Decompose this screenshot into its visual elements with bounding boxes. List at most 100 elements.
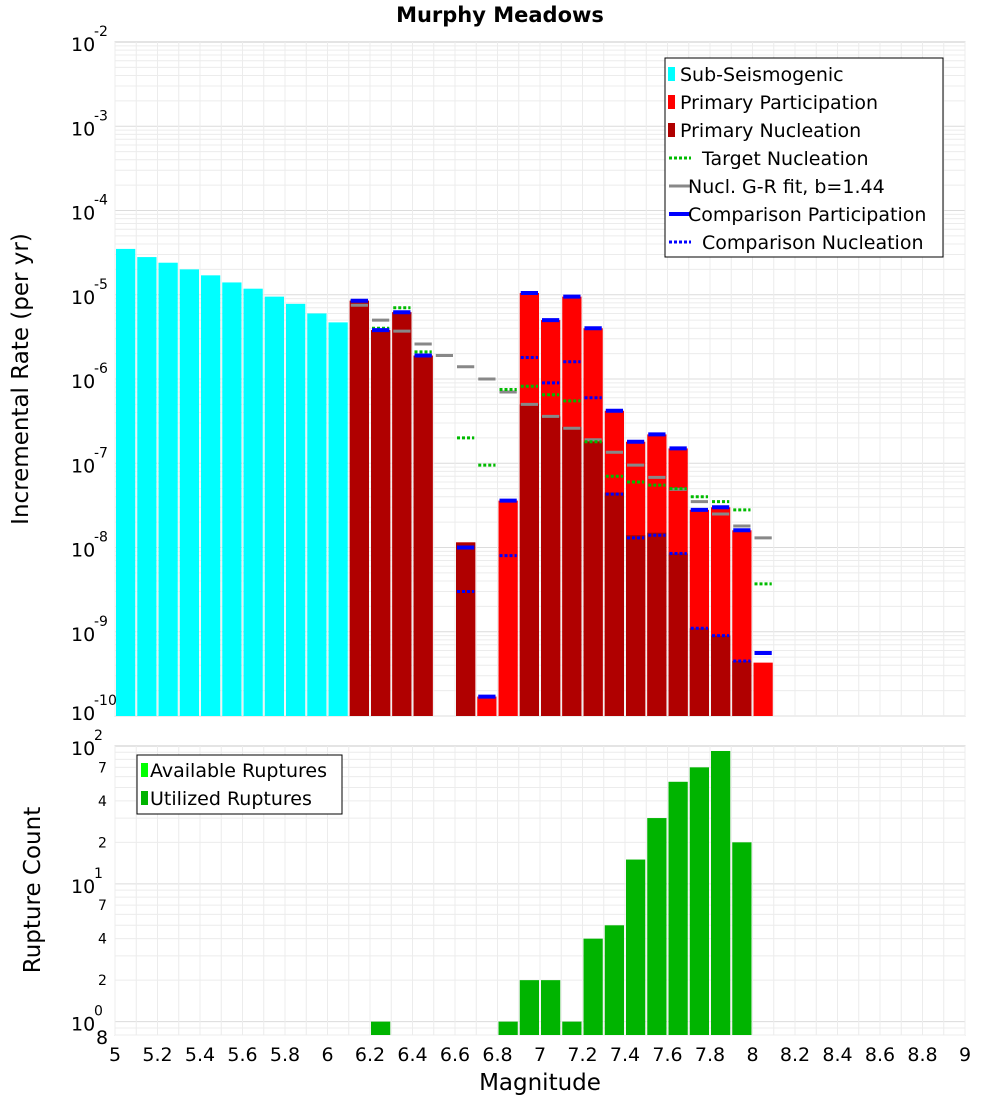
bottom-y-axis-title: Rupture Count bbox=[20, 807, 46, 973]
primary-nucleation-bar bbox=[541, 416, 561, 716]
x-tick-label: 8.2 bbox=[780, 1044, 810, 1066]
top-y-tick-label: 10 bbox=[71, 371, 95, 393]
x-tick-label: 8 bbox=[746, 1044, 758, 1066]
sub-seismogenic-bar bbox=[201, 275, 221, 716]
primary-nucleation-bar bbox=[668, 553, 688, 716]
x-tick-label: 5.6 bbox=[227, 1044, 257, 1066]
x-tick-label: 7.6 bbox=[652, 1044, 682, 1066]
top-y-tick-label: 10 bbox=[71, 203, 95, 225]
top-y-tick-exponent: -3 bbox=[94, 108, 108, 124]
top-y-tick-exponent: -8 bbox=[94, 530, 108, 546]
top-y-tick-exponent: -7 bbox=[94, 445, 108, 461]
legend-swatch bbox=[668, 123, 675, 137]
bottom-y-minor-label: 2 bbox=[98, 973, 107, 989]
utilized-ruptures-bar bbox=[647, 818, 667, 1035]
sub-seismogenic-bar bbox=[158, 262, 178, 716]
primary-nucleation-bar bbox=[562, 426, 582, 716]
x-tick-label: 5.4 bbox=[185, 1044, 215, 1066]
sub-seismogenic-bar bbox=[286, 303, 306, 716]
top-y-axis-title: Incremental Rate (per yr) bbox=[8, 233, 34, 525]
primary-nucleation-bar bbox=[689, 628, 709, 716]
primary-nucleation-bar bbox=[732, 660, 752, 716]
bottom-y-tick-exponent: 0 bbox=[94, 1004, 103, 1020]
legend-label: Sub-Seismogenic bbox=[680, 64, 844, 86]
x-tick-label: 8.8 bbox=[907, 1044, 937, 1066]
x-tick-label: 8.4 bbox=[822, 1044, 852, 1066]
primary-nucleation-bar bbox=[647, 532, 667, 716]
primary-participation-bar bbox=[753, 662, 773, 716]
utilized-ruptures-bar bbox=[562, 1021, 582, 1035]
top-y-tick-exponent: -9 bbox=[94, 614, 108, 630]
legend-label: Utilized Ruptures bbox=[150, 788, 312, 810]
x-tick-label: 6.2 bbox=[355, 1044, 385, 1066]
bottom-y-minor-label: 8 bbox=[96, 1027, 108, 1049]
primary-nucleation-bar bbox=[392, 312, 412, 716]
legend-swatch bbox=[141, 763, 148, 777]
sub-seismogenic-bar bbox=[137, 257, 157, 716]
x-tick-label: 9 bbox=[959, 1044, 971, 1066]
legend-swatch bbox=[141, 791, 148, 805]
primary-nucleation-bar bbox=[604, 492, 624, 716]
x-axis-title: Magnitude bbox=[479, 1070, 601, 1096]
top-y-tick-label: 10 bbox=[71, 540, 95, 562]
x-tick-label: 5 bbox=[109, 1044, 121, 1066]
legend-swatch bbox=[668, 95, 675, 109]
utilized-ruptures-bar bbox=[732, 842, 752, 1035]
bottom-y-minor-label: 4 bbox=[98, 794, 107, 810]
bottom-y-tick-exponent: 1 bbox=[94, 866, 103, 882]
sub-seismogenic-bar bbox=[307, 313, 327, 716]
primary-participation-bar bbox=[477, 696, 497, 716]
x-tick-label: 7 bbox=[534, 1044, 546, 1066]
sub-seismogenic-bar bbox=[116, 248, 136, 716]
utilized-ruptures-bar bbox=[604, 925, 624, 1035]
top-y-tick-exponent: -2 bbox=[94, 24, 108, 40]
legend-label: Primary Nucleation bbox=[680, 120, 861, 142]
top-legend-box bbox=[664, 57, 944, 258]
top-y-tick-exponent: -5 bbox=[94, 277, 108, 293]
x-tick-label: 6.8 bbox=[482, 1044, 512, 1066]
top-y-tick-exponent: -6 bbox=[94, 361, 108, 377]
legend-label: Nucl. G-R fit, b=1.44 bbox=[688, 176, 885, 198]
top-y-tick-exponent: -10 bbox=[94, 693, 117, 709]
sub-seismogenic-bar bbox=[328, 322, 348, 716]
x-tick-label: 7.8 bbox=[695, 1044, 725, 1066]
utilized-ruptures-bar bbox=[711, 750, 731, 1035]
primary-nucleation-bar bbox=[413, 355, 433, 716]
legend-label: Comparison Participation bbox=[688, 204, 926, 226]
bottom-y-minor-label: 7 bbox=[98, 760, 107, 776]
utilized-ruptures-bar bbox=[541, 980, 561, 1035]
legend-label: Comparison Nucleation bbox=[702, 232, 924, 254]
bottom-y-minor-label: 4 bbox=[98, 932, 107, 948]
primary-nucleation-bar bbox=[349, 300, 369, 716]
top-legend: Sub-Seismogenic Primary Participation Prim… bbox=[664, 57, 944, 258]
legend-label: Primary Participation bbox=[680, 92, 878, 114]
x-tick-label: 7.4 bbox=[610, 1044, 640, 1066]
x-tick-label: 7.2 bbox=[567, 1044, 597, 1066]
sub-seismogenic-bar bbox=[179, 269, 199, 716]
top-y-tick-label: 10 bbox=[71, 287, 95, 309]
utilized-ruptures-bar bbox=[626, 859, 646, 1035]
chart-title: Murphy Meadows bbox=[396, 3, 604, 27]
utilized-ruptures-bar bbox=[519, 980, 539, 1035]
primary-participation-bar bbox=[498, 500, 518, 716]
utilized-ruptures-bar bbox=[668, 781, 688, 1035]
utilized-ruptures-bar bbox=[689, 767, 709, 1035]
x-tick-label: 6.6 bbox=[440, 1044, 470, 1066]
bottom-y-tick-exponent: 2 bbox=[94, 728, 103, 744]
bottom-legend: Available Ruptures Utilized Ruptures bbox=[136, 754, 343, 815]
primary-nucleation-bar bbox=[583, 441, 603, 716]
legend-label: Target Nucleation bbox=[701, 148, 869, 170]
bottom-y-tick-label: 10 bbox=[71, 1014, 95, 1036]
legend-label: Available Ruptures bbox=[150, 760, 327, 782]
top-bars bbox=[116, 248, 773, 716]
sub-seismogenic-bar bbox=[222, 282, 242, 716]
x-tick-label: 5.2 bbox=[142, 1044, 172, 1066]
utilized-ruptures-bar bbox=[371, 1021, 391, 1035]
x-tick-label: 6 bbox=[321, 1044, 333, 1066]
utilized-ruptures-bar bbox=[583, 938, 603, 1035]
x-tick-label: 5.8 bbox=[270, 1044, 300, 1066]
primary-nucleation-bar bbox=[711, 635, 731, 716]
